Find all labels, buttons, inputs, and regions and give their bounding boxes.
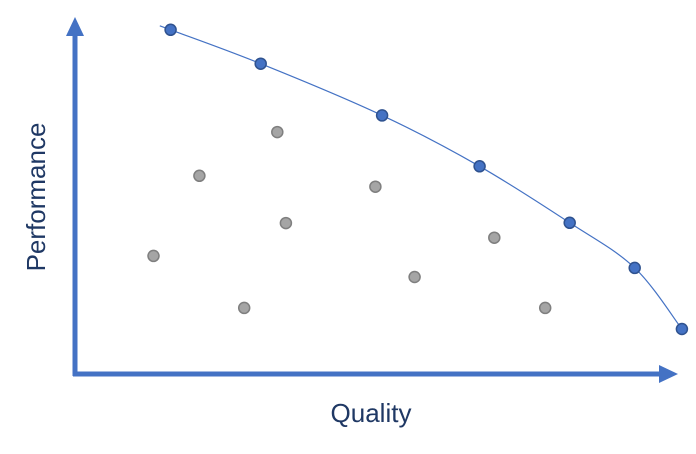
- frontier-curve-layer: [159, 25, 683, 330]
- dominated-point-6: [369, 180, 382, 193]
- frontier-curve: [159, 25, 683, 330]
- dominated-point-9: [538, 301, 552, 315]
- y-axis-title: Performance: [21, 123, 51, 272]
- frontier-point-3: [375, 109, 389, 122]
- dominated-point-7: [408, 270, 421, 284]
- frontier-point-2: [254, 57, 267, 70]
- frontier-point-6: [628, 261, 641, 275]
- dominated-point-2: [271, 125, 284, 139]
- frontier-point-7: [675, 322, 689, 336]
- dominated-point-8: [488, 231, 501, 244]
- dominated-point-3: [147, 249, 160, 263]
- dominated-point-4: [237, 301, 251, 315]
- dominated-point-5: [279, 216, 293, 230]
- y-axis-arrowhead: [66, 17, 84, 36]
- points-layer: [147, 23, 689, 336]
- frontier-point-5: [563, 216, 576, 230]
- dominated-point-1: [193, 169, 206, 183]
- frontier-point-4: [473, 160, 486, 173]
- frontier-point-1: [164, 23, 177, 37]
- x-axis-title: Quality: [331, 398, 412, 428]
- axes: [66, 17, 678, 383]
- x-axis-arrowhead: [659, 365, 678, 383]
